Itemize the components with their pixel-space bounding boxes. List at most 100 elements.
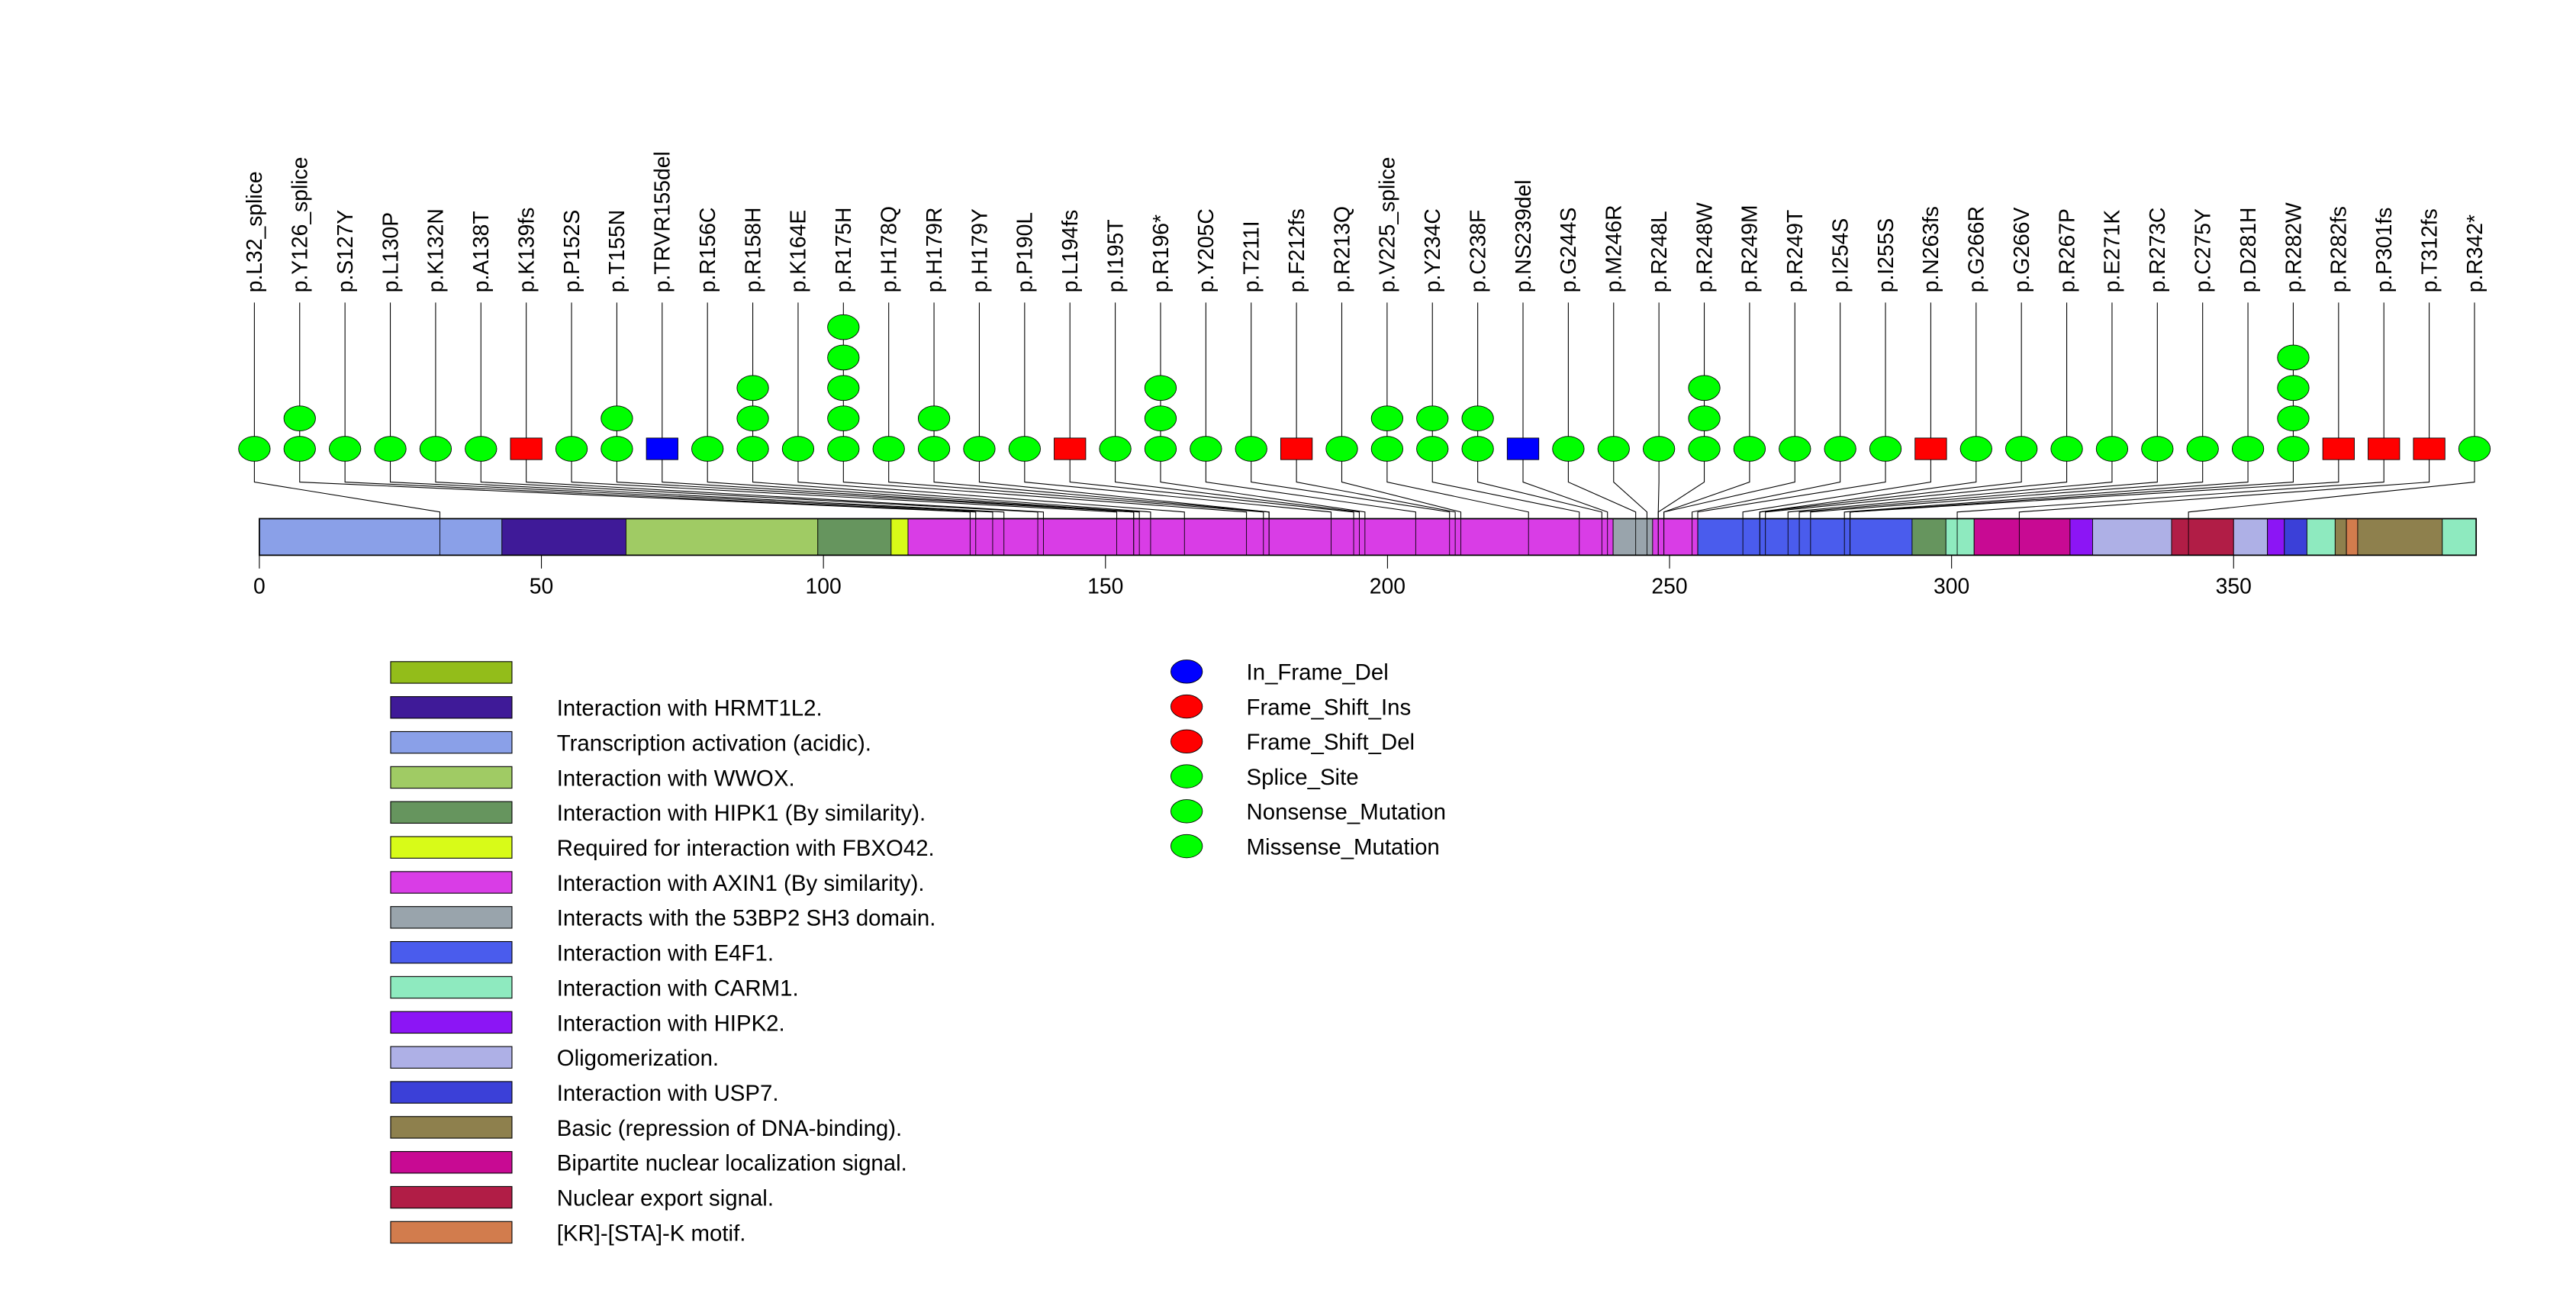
connector-line — [1567, 449, 1637, 519]
connector-line — [662, 449, 1135, 519]
legend-swatch — [390, 906, 513, 929]
domain-segment — [1652, 518, 1699, 556]
mutation-label: p.S127Y — [333, 210, 357, 293]
connector-line — [842, 449, 1248, 519]
mutation-label: p.R156C — [695, 208, 720, 293]
mutation-marker-circle — [2231, 436, 2265, 462]
legend-label: Transcription activation (acidic). — [557, 731, 871, 756]
mutation-label: p.T312fs — [2417, 208, 2441, 292]
mutation-label: p.R249M — [1737, 205, 1762, 292]
mutation-label: p.K164E — [786, 210, 810, 293]
mutation-marker-circle — [917, 436, 951, 462]
legend-type-label: In_Frame_Del — [1247, 660, 1389, 685]
mutation-label: p.R282fs — [2326, 206, 2351, 292]
domain-segment — [890, 518, 909, 556]
mutation-label: p.NS239del — [1511, 179, 1535, 292]
legend-swatch — [390, 1221, 513, 1244]
mutation-label: p.R158H — [740, 208, 765, 293]
mutation-marker-circle — [1688, 375, 1721, 402]
connector-line — [1024, 449, 1332, 519]
mutation-marker-circle — [283, 436, 316, 462]
legend-type-label: Frame_Shift_Ins — [1247, 695, 1412, 720]
domain-segment — [259, 518, 503, 556]
legend-type-label: Nonsense_Mutation — [1247, 800, 1446, 825]
mutation-marker-circle — [238, 436, 271, 462]
legend-label: Nuclear export signal. — [557, 1185, 774, 1211]
mutation-marker-circle — [2050, 436, 2083, 462]
mutation-marker-circle — [1325, 436, 1358, 462]
legend-type-marker — [1170, 799, 1203, 824]
connector-line — [978, 449, 1270, 519]
mutation-marker-circle — [1461, 405, 1494, 431]
mutation-marker-circle — [1235, 436, 1267, 462]
domain-segment — [1945, 518, 1975, 556]
lollipop-stems — [253, 302, 2475, 450]
connector-line — [389, 449, 993, 519]
mutation-marker-circle — [1869, 436, 1902, 462]
mutation-marker-circle — [601, 405, 633, 431]
domain-segment — [2306, 518, 2336, 556]
mutation-marker-circle — [2095, 436, 2129, 462]
mutation-label: p.R196* — [1148, 214, 1173, 292]
mutation-marker-circle — [827, 436, 860, 462]
connector-line — [344, 449, 977, 519]
domain-segment — [2284, 518, 2307, 556]
legend-label: Interaction with HIPK1 (By similarity). — [557, 801, 926, 826]
mutation-marker-circle — [872, 436, 905, 462]
domain-segment — [2442, 518, 2477, 556]
mutation-label: p.H178Q — [876, 206, 900, 292]
mutation-marker-circle — [736, 405, 769, 431]
legend-label: Interaction with USP7. — [557, 1081, 779, 1106]
connector-line — [1431, 449, 1580, 519]
domain-segment — [2334, 518, 2347, 556]
connector-line — [1759, 449, 2022, 519]
connector-line — [1115, 449, 1360, 519]
mutation-marker-circle — [1688, 436, 1721, 462]
connector-line — [1477, 449, 1602, 519]
mutation-label: p.R213Q — [1329, 206, 1354, 292]
mutation-marker-square — [646, 437, 678, 460]
legend-swatch — [390, 766, 513, 789]
mutation-label: p.A138T — [469, 211, 493, 292]
mutation-label: p.R248L — [1647, 211, 1671, 292]
x-tick-label: 200 — [1370, 573, 1406, 598]
mutation-label: p.C275Y — [2190, 208, 2214, 292]
mutation-marker-circle — [1008, 436, 1041, 462]
mutation-label: p.Y126_splice — [288, 157, 312, 293]
mutation-marker-circle — [1779, 436, 1811, 462]
mutation-marker-circle — [1370, 405, 1403, 431]
legend-label: Interaction with WWOX. — [557, 766, 795, 791]
mutation-label: p.I255S — [1873, 218, 1898, 293]
mutation-marker-circle — [827, 405, 860, 431]
mutation-label: p.I254S — [1827, 218, 1852, 293]
legend-type-label: Frame_Shift_Del — [1247, 730, 1415, 755]
mutation-marker-circle — [827, 375, 860, 402]
mutation-marker-circle — [601, 436, 633, 462]
legend-swatch — [390, 976, 513, 999]
x-tick-label: 0 — [253, 573, 266, 598]
mutation-marker-square — [1054, 437, 1087, 460]
mutation-label: p.R342* — [2462, 214, 2487, 292]
connector-line — [1798, 449, 2158, 519]
x-tick-label: 50 — [530, 573, 553, 598]
mutation-marker-circle — [1688, 405, 1721, 431]
domain-segment — [2357, 518, 2443, 556]
connector-line — [1341, 449, 1462, 519]
mutation-label: p.V225_splice — [1375, 157, 1399, 293]
mutation-marker-circle — [2277, 375, 2310, 402]
connector-line — [1850, 449, 2339, 519]
legend-label: Interaction with HIPK2. — [557, 1011, 785, 1036]
protein-domain-track — [259, 518, 2478, 556]
mutation-marker-circle — [2005, 436, 2038, 462]
mutation-label: p.R273C — [2145, 208, 2169, 293]
legend-swatch — [390, 1185, 513, 1209]
legend-label: Interacts with the 53BP2 SH3 domain. — [557, 906, 936, 931]
mutation-label: p.I195T — [1103, 219, 1127, 292]
mutation-label: p.TRVR155del — [650, 151, 675, 292]
connector-line — [888, 449, 1264, 519]
mutation-markers — [238, 314, 2491, 462]
mutation-label: p.K139fs — [514, 208, 538, 293]
legend-swatch — [390, 1116, 513, 1139]
legend-label: [KR]-[STA]-K motif. — [557, 1221, 746, 1246]
mutation-marker-circle — [827, 314, 860, 340]
